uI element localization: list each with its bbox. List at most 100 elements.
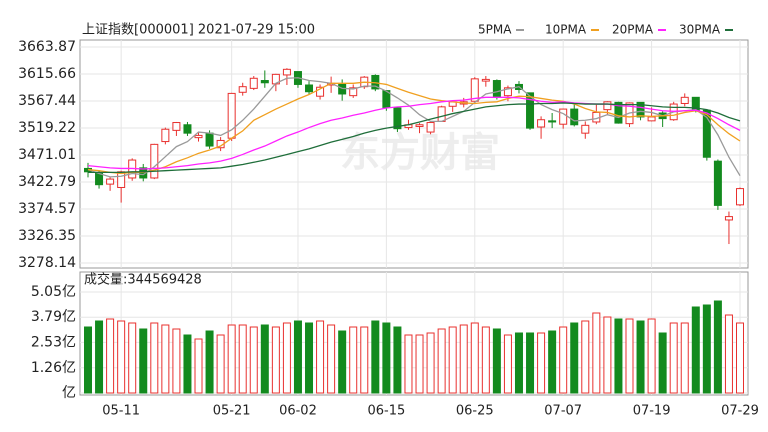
- y-tick-label: 3567.44: [18, 93, 76, 109]
- volume-bar: [426, 332, 435, 394]
- y-tick-label: 3663.87: [18, 39, 76, 55]
- candle-body: [249, 77, 258, 89]
- x-tick-label: 06-25: [456, 404, 494, 419]
- candle-body: [316, 86, 325, 97]
- candle-body: [481, 78, 490, 82]
- y-tick-label: 3615.66: [18, 66, 76, 82]
- candle-body: [260, 80, 269, 84]
- ma-line: [87, 81, 741, 175]
- candle-body: [503, 87, 512, 97]
- candle-body: [548, 120, 557, 123]
- volume-bar: [669, 322, 678, 394]
- candle-body: [238, 86, 247, 93]
- y-tick-label: 3519.22: [18, 120, 76, 136]
- candle-body: [636, 101, 645, 118]
- candle-body: [282, 68, 291, 76]
- volume-bar: [338, 330, 347, 394]
- y-tick-label: 2.53亿: [31, 334, 76, 350]
- volume-bar: [570, 322, 579, 394]
- volume-bar: [404, 334, 413, 394]
- volume-bar: [448, 326, 457, 394]
- legend-label: 5PMA: [478, 23, 512, 37]
- volume-bar: [260, 324, 269, 394]
- volume-bar: [492, 328, 501, 394]
- volume-bar: [713, 300, 722, 394]
- volume-bar: [117, 320, 126, 394]
- volume-bar: [139, 328, 148, 394]
- candle-body: [95, 172, 104, 186]
- volume-bar: [238, 324, 247, 394]
- x-tick-label: 07-29: [721, 404, 759, 419]
- volume-bar: [271, 326, 280, 394]
- candle-body: [526, 92, 535, 129]
- candle-body: [426, 122, 435, 133]
- candle-body: [470, 78, 479, 102]
- volume-title: 成交量:344569428: [84, 272, 202, 288]
- volume-bar: [293, 320, 302, 394]
- candle-body: [305, 84, 314, 93]
- candle-body: [581, 124, 590, 134]
- candle-body: [492, 80, 501, 98]
- candle-body: [570, 108, 579, 126]
- candle-body: [415, 124, 424, 127]
- candle-body: [205, 132, 214, 147]
- volume-bar: [702, 304, 711, 394]
- candle-body: [161, 128, 170, 143]
- volume-bar: [647, 318, 656, 394]
- volume-bar: [481, 326, 490, 394]
- candle-body: [559, 108, 568, 125]
- volume-bar: [736, 322, 744, 394]
- volume-bar: [84, 326, 92, 394]
- candle-body: [172, 122, 181, 131]
- y-tick-label: 3422.79: [18, 174, 76, 190]
- volume-bar: [503, 334, 512, 394]
- legend-label: 30PMA: [679, 23, 721, 37]
- volume-bar: [470, 322, 479, 394]
- y-tick-label: 1.26亿: [31, 360, 76, 376]
- x-tick-label: 05-21: [213, 404, 251, 419]
- volume-bar: [393, 326, 402, 394]
- volume-bar: [724, 314, 733, 394]
- x-tick-label: 06-15: [367, 404, 405, 419]
- volume-bar: [371, 320, 380, 394]
- volume-bar: [172, 328, 181, 394]
- candle-body: [437, 106, 446, 122]
- volume-bar: [691, 306, 700, 394]
- y-tick-label: 亿: [62, 385, 76, 401]
- volume-bar: [680, 322, 689, 394]
- volume-bar: [161, 324, 170, 394]
- x-tick-label: 07-19: [633, 404, 671, 419]
- volume-bar: [216, 334, 225, 394]
- volume-bar: [128, 322, 137, 394]
- volume-bar: [106, 318, 115, 394]
- volume-bar: [249, 326, 258, 394]
- volume-bar: [437, 328, 446, 394]
- candle-body: [393, 107, 402, 130]
- ma-line: [87, 77, 741, 178]
- volume-bar: [349, 326, 358, 394]
- candle-body: [647, 116, 656, 122]
- volume-bar: [227, 324, 236, 394]
- volume-bar: [205, 330, 214, 394]
- candle-body: [150, 143, 159, 179]
- candle-body: [537, 119, 546, 128]
- candle-body: [713, 160, 722, 206]
- candle-body: [183, 124, 192, 134]
- volume-frame: [79, 271, 749, 396]
- volume-bar: [526, 332, 535, 394]
- volume-bar: [658, 332, 667, 394]
- y-tick-label: 3374.57: [18, 201, 76, 217]
- ma-line: [87, 96, 741, 170]
- x-tick-label: 06-02: [279, 404, 317, 419]
- watermark: 东方财富: [340, 130, 500, 176]
- volume-bar: [415, 334, 424, 394]
- y-tick-label: 3278.14: [18, 255, 76, 271]
- volume-bar: [537, 332, 546, 394]
- volume-bar: [282, 322, 291, 394]
- volume-bar: [514, 332, 523, 394]
- legend-label: 10PMA: [545, 23, 587, 37]
- volume-bar: [316, 320, 325, 394]
- x-tick-label: 05-11: [102, 404, 140, 419]
